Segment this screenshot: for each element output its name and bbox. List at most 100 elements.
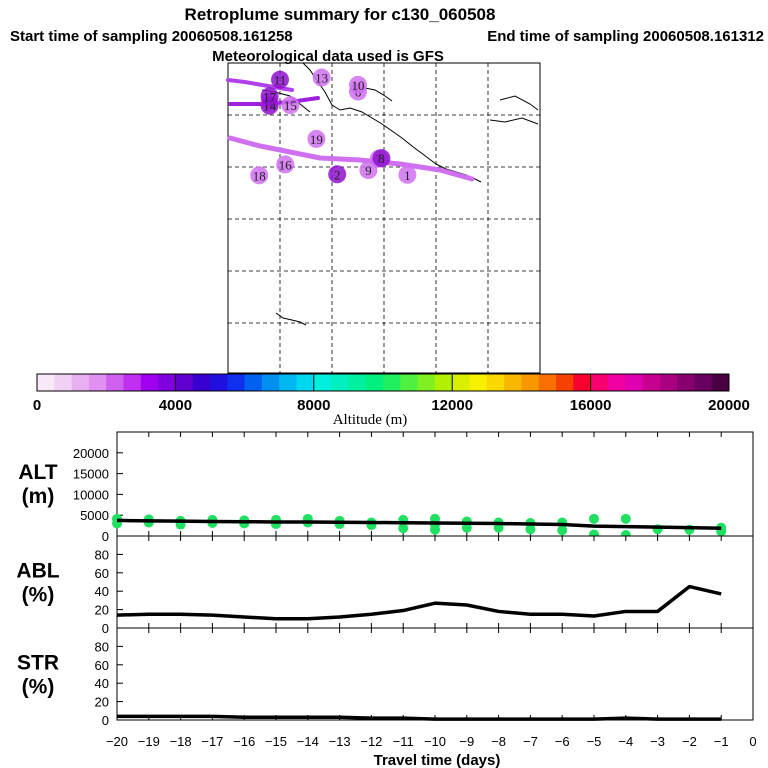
colorbar-swatch: [261, 374, 280, 391]
series-line-alt: [116, 518, 722, 530]
x-tick-label: 0: [749, 734, 756, 749]
day-marker-bubble: [276, 155, 295, 174]
day-marker: 2: [328, 165, 347, 184]
colorbar-swatch: [106, 374, 124, 391]
panel-y-label: (m): [22, 485, 55, 508]
colorbar-swatch: [677, 374, 695, 391]
map-panel: 12678910111213141516171819: [226, 62, 541, 374]
colorbar-swatch: [607, 374, 626, 391]
day-marker-bubble: [260, 87, 279, 106]
panel-y-label: (%): [22, 583, 55, 606]
figure-title: Retroplume summary for c130_060508: [185, 5, 496, 24]
colorbar-swatch: [590, 374, 609, 391]
map-gridlines: [228, 63, 540, 373]
day-marker-bubble: [359, 161, 378, 180]
x-tick-label: −9: [459, 734, 474, 749]
colorbar-swatch: [279, 374, 297, 391]
x-tick-label: −7: [523, 734, 538, 749]
colorbar-swatch: [625, 374, 643, 391]
y-tick-label: 0: [102, 713, 109, 728]
colorbar-swatch: [175, 374, 194, 391]
colorbar-tick-label: 4000: [159, 397, 192, 414]
x-tick-label: −8: [491, 734, 506, 749]
colorbar-swatch: [556, 374, 574, 391]
colorbar-swatch: [434, 374, 453, 391]
colorbar-swatch: [296, 374, 315, 391]
y-tick-label: 80: [95, 639, 109, 654]
y-tick-label: 0: [102, 621, 109, 636]
panel-alt: 0 5000 10000 15000 20000 ALT(m): [18, 431, 754, 544]
colorbar-swatch: [123, 374, 142, 391]
colorbar-swatch: [140, 374, 159, 391]
x-tick-label: −14: [297, 734, 319, 749]
colorbar-swatch: [400, 374, 418, 391]
x-tick-label: −2: [682, 734, 697, 749]
panel-abl: 0 20 40 60 80 ABL(%): [16, 535, 754, 636]
day-marker-bubble: [250, 166, 269, 185]
colorbar-tick-label: 12000: [431, 397, 473, 414]
y-tick-label: 10000: [73, 487, 109, 502]
x-tick-label: −16: [233, 734, 255, 749]
day-marker-bubble: [328, 165, 347, 184]
day-marker: 9: [359, 161, 378, 180]
colorbar-swatch: [486, 374, 505, 391]
colorbar-swatch: [192, 374, 211, 391]
trajectory-southern: [227, 135, 475, 182]
y-tick-label: 60: [95, 566, 109, 581]
day-marker-bubble: [398, 165, 417, 184]
x-tick-label: −15: [265, 734, 287, 749]
end-time-label: End time of sampling 20060508.161312: [487, 28, 764, 45]
y-tick-label: 80: [95, 547, 109, 562]
y-tick-label: 40: [95, 676, 109, 691]
colorbar-swatch: [659, 374, 678, 391]
x-tick-label: −13: [329, 734, 351, 749]
time-series-panels: 05000100001500020000ALT(m)020406080ABL(%…: [16, 431, 757, 749]
x-tick-label: −11: [393, 734, 414, 749]
colorbar-tick-label: 20000: [708, 397, 750, 414]
colorbar-swatch: [642, 374, 661, 391]
x-axis-label: Travel time (days): [374, 752, 501, 768]
start-time-label: Start time of sampling 20060508.161258: [10, 28, 293, 45]
x-tick-label: −10: [424, 734, 446, 749]
day-marker: 11: [271, 70, 289, 89]
colorbar-swatch: [538, 374, 557, 391]
day-marker: 16: [276, 155, 295, 174]
colorbar-swatch: [227, 374, 245, 391]
panel-y-label: ALT: [18, 461, 57, 484]
x-tick-label: −1: [714, 734, 729, 749]
x-tick-label: −17: [201, 734, 223, 749]
x-tick-label: −12: [360, 734, 382, 749]
y-tick-label: 20: [95, 603, 109, 618]
day-marker-label: 11: [274, 73, 287, 88]
y-tick-label: 5000: [80, 508, 109, 523]
colorbar-swatch: [694, 374, 713, 391]
colorbar-swatch: [313, 374, 332, 391]
panel-y-label: (%): [22, 675, 55, 698]
y-tick-label: 20000: [73, 446, 109, 461]
colorbar-tick-label: 8000: [297, 397, 330, 414]
colorbar-swatch: [365, 374, 384, 391]
day-marker-label: 15: [284, 98, 297, 113]
day-markers: 12678910111213141516171819: [250, 68, 417, 185]
day-marker-bubble: [372, 149, 391, 168]
colorbar-tick-label: 0: [33, 397, 41, 414]
colorbar-swatch: [348, 374, 367, 391]
colorbar-swatch: [469, 374, 488, 391]
day-marker-label: 16: [279, 157, 293, 172]
day-marker: 17: [260, 87, 279, 106]
panel-str: 0 20 40 60 80 STR(%): [17, 627, 754, 728]
day-marker: 10: [349, 75, 367, 94]
y-tick-label: 20: [95, 695, 109, 710]
colorbar-swatch: [331, 374, 349, 391]
day-marker-bubble: [312, 68, 331, 87]
day-marker-bubble: [271, 70, 289, 89]
x-tick-label: −18: [170, 734, 192, 749]
day-marker-label: 10: [352, 78, 365, 93]
colorbar-label: Altitude (m): [333, 412, 408, 428]
observation-point: [620, 513, 631, 524]
y-tick-label: 60: [95, 658, 109, 673]
day-marker: 8: [372, 149, 391, 168]
day-marker-label: 13: [315, 71, 328, 86]
series-line-str: [117, 714, 722, 721]
colorbar-swatch: [71, 374, 90, 391]
